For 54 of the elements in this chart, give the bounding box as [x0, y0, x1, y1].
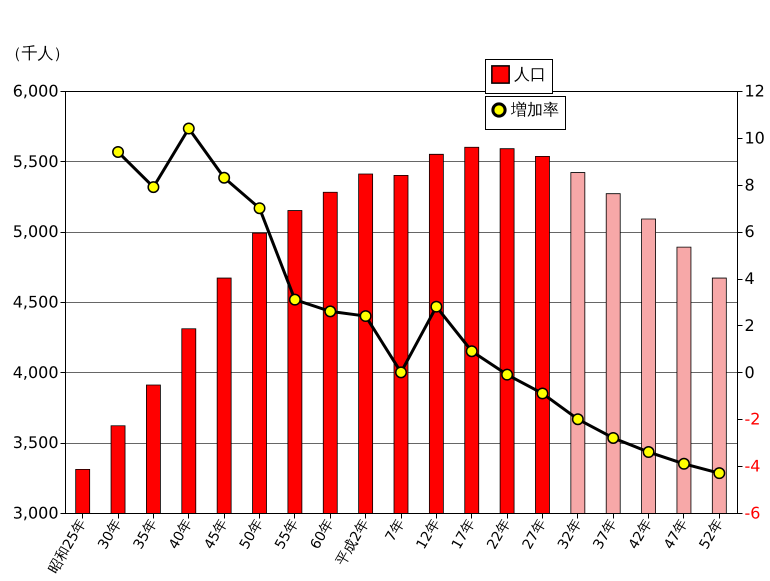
x-tick-label: 55年: [272, 516, 302, 552]
x-tick-label: 30年: [95, 516, 125, 552]
y2-tick-label: -4: [744, 456, 760, 476]
x-tick-label: 35年: [130, 516, 160, 552]
y-tick-label: 3,500: [12, 433, 58, 452]
x-tick-label: 17年: [448, 516, 479, 552]
point: [642, 446, 655, 458]
x-tick-label: 12年: [414, 516, 444, 552]
x-tick-label: 32年: [555, 516, 585, 552]
x-tick-label: 7年: [382, 516, 408, 544]
point: [395, 366, 407, 378]
y2-tick-label: -2: [744, 410, 760, 429]
point: [182, 122, 195, 134]
y2-tick-label: 6: [744, 222, 755, 242]
y-tick-label: 3,000: [12, 504, 58, 522]
x-tick-label: 47年: [661, 516, 691, 552]
x-tick-label: 37年: [590, 516, 620, 552]
x-tick-label: 27年: [520, 516, 550, 552]
y-tick-label: 6,000: [12, 82, 58, 100]
x-tick-label: 50年: [236, 516, 266, 552]
point: [288, 294, 301, 306]
x-tick-label: 45年: [201, 516, 232, 552]
point: [536, 387, 548, 400]
point: [713, 467, 726, 480]
y2-tick-label: 2: [744, 316, 755, 335]
point: [147, 181, 160, 194]
point: [466, 345, 478, 358]
y-tick-label: 5,000: [12, 222, 58, 242]
y2-tick-label: -6: [744, 504, 760, 522]
point: [572, 413, 584, 426]
y-tick-label: 5,500: [12, 152, 58, 171]
x-tick-label: 42年: [626, 516, 656, 552]
y-tick-label: 4,500: [12, 292, 58, 312]
y-tick-label: 4,000: [12, 362, 58, 382]
point: [112, 146, 124, 158]
point: [678, 458, 690, 470]
point: [430, 300, 442, 313]
point: [324, 305, 336, 318]
x-tick-label: 52年: [696, 516, 726, 552]
point: [607, 432, 620, 444]
y2-tick-label: 4: [744, 269, 755, 288]
y2-tick-label: 10: [744, 128, 765, 148]
point: [254, 202, 266, 214]
x-tick-label: 22年: [484, 516, 514, 552]
legend-label: 人口: [514, 64, 546, 84]
x-tick-label: 40年: [166, 516, 196, 552]
point: [218, 172, 230, 184]
legend-label: 増加率: [510, 100, 559, 119]
y2-tick-label: 8: [744, 175, 755, 194]
point: [360, 310, 372, 322]
y-axis-title: （千人）: [6, 44, 70, 62]
point: [501, 368, 514, 381]
y2-tick-label: 0: [744, 362, 755, 382]
y2-tick-label: 12: [744, 82, 765, 100]
